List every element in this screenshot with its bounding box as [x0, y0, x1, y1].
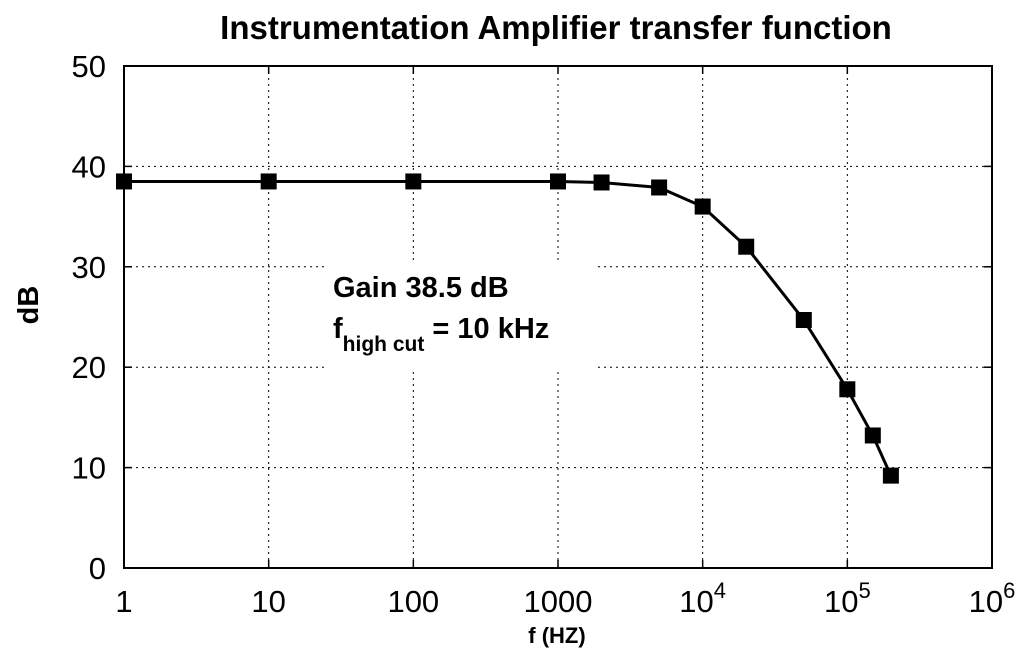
y-tick-label: 30 — [72, 250, 106, 285]
x-tick-label: 104 — [679, 578, 726, 619]
data-point-marker — [839, 381, 856, 398]
x-tick-label: 100 — [387, 584, 439, 619]
annotation-gain: Gain 38.5 dB — [333, 272, 509, 304]
x-tick-labels: 1 10 100 1000 104 105 106 — [115, 578, 1015, 619]
y-tick-label: 0 — [89, 551, 106, 586]
y-axis-label: dB — [13, 286, 45, 325]
y-tick-labels: 0 10 20 30 40 50 — [72, 49, 106, 586]
plot-frame — [123, 65, 993, 569]
y-tick-label: 20 — [72, 350, 106, 385]
annotation-cutoff-subscript: high cut — [343, 333, 425, 356]
annotation-cutoff: fhigh cut = 10 kHz — [333, 313, 549, 356]
data-point-marker — [593, 174, 610, 191]
y-tick-label: 40 — [72, 149, 106, 184]
series-layer — [116, 173, 899, 484]
x-tick-label: 1000 — [524, 584, 593, 619]
x-tick-label: 10 — [251, 584, 285, 619]
annotation-cutoff-symbol: f — [333, 313, 343, 345]
y-tick-label: 50 — [72, 49, 106, 84]
data-point-marker — [738, 238, 755, 255]
x-tick-label: 106 — [969, 578, 1016, 619]
y-tick-label: 10 — [72, 451, 106, 486]
chart-title: Instrumentation Amplifier transfer funct… — [220, 9, 892, 46]
annotation-background — [328, 262, 596, 372]
data-point-marker — [651, 179, 668, 196]
x-axis-label: f (HZ) — [528, 623, 585, 648]
annotation-box: Gain 38.5 dB fhigh cut = 10 kHz — [328, 262, 596, 372]
data-point-marker — [405, 173, 422, 190]
data-point-marker — [864, 427, 881, 444]
data-point-marker — [694, 198, 711, 215]
x-tick-label: 105 — [824, 578, 871, 619]
data-point-marker — [550, 173, 566, 190]
data-point-marker — [260, 173, 277, 190]
data-point-marker — [882, 467, 899, 484]
annotation-cutoff-value: = 10 kHz — [424, 313, 549, 345]
data-point-marker — [795, 312, 812, 329]
x-tick-label: 1 — [115, 584, 132, 619]
